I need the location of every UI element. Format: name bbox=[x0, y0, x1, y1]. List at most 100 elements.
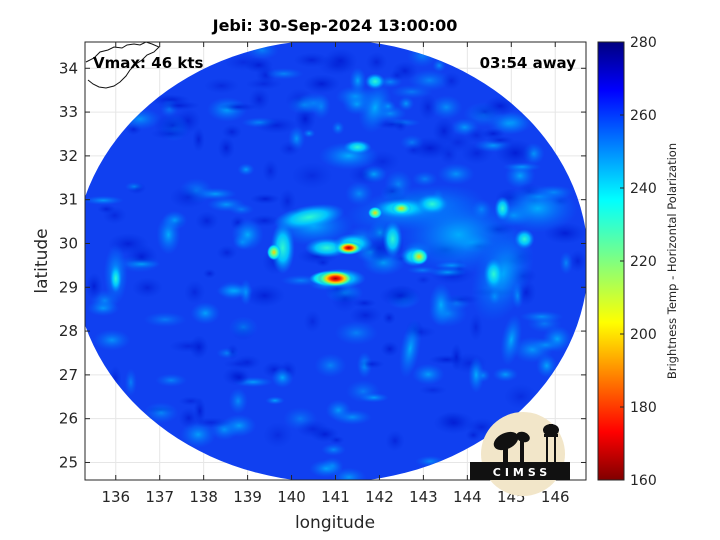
texture-blob bbox=[143, 311, 187, 328]
texture-blob bbox=[290, 162, 334, 190]
cloud-feature bbox=[368, 206, 383, 219]
texture-blob bbox=[157, 100, 201, 111]
chart-title: Jebi: 30-Sep-2024 13:00:00 bbox=[212, 16, 458, 35]
cloud-feature bbox=[231, 218, 264, 251]
texture-blob bbox=[349, 305, 382, 325]
cloud-feature bbox=[343, 140, 372, 155]
y-tick-label: 26 bbox=[59, 410, 78, 428]
colorbar-ticks: 160 180 200 220 240 260 280 bbox=[620, 35, 657, 489]
texture-blob bbox=[411, 171, 438, 187]
texture-blob bbox=[332, 409, 373, 425]
texture-blob bbox=[221, 414, 257, 438]
texture-blob bbox=[271, 367, 294, 389]
cloud-feature bbox=[500, 314, 523, 366]
texture-blob bbox=[183, 280, 206, 305]
texture-blob bbox=[265, 396, 285, 405]
texture-blob bbox=[398, 96, 415, 111]
texture-blob bbox=[365, 51, 388, 73]
texture-blob bbox=[450, 343, 463, 371]
y-tick-label: 30 bbox=[59, 234, 78, 252]
texture-blob bbox=[382, 311, 396, 325]
x-tick-label: 140 bbox=[277, 488, 306, 506]
texture-blob bbox=[389, 69, 405, 82]
y-tick-label: 29 bbox=[59, 278, 78, 296]
texture-blob bbox=[202, 268, 217, 279]
texture-blob bbox=[559, 251, 573, 275]
texture-blob bbox=[390, 84, 433, 99]
cloud-feature bbox=[468, 356, 485, 393]
cloud-feature bbox=[416, 194, 449, 215]
cloud-feature bbox=[483, 258, 504, 291]
texture-blob bbox=[302, 128, 316, 138]
texture-blob bbox=[237, 163, 255, 176]
cloud-feature bbox=[410, 248, 428, 265]
cloud-feature bbox=[358, 82, 392, 134]
y-tick-label: 27 bbox=[59, 366, 78, 384]
colorbar-tick-label: 200 bbox=[630, 327, 657, 343]
y-tick-label: 28 bbox=[59, 322, 78, 340]
texture-blob bbox=[228, 387, 248, 415]
cloud-feature bbox=[428, 282, 453, 327]
cimss-logo: CIMSS bbox=[470, 412, 570, 496]
y-tick-label: 31 bbox=[59, 191, 78, 209]
x-tick-label: 146 bbox=[541, 488, 570, 506]
texture-blob bbox=[124, 368, 137, 397]
colorbar-tick-label: 280 bbox=[630, 35, 657, 51]
texture-blob bbox=[223, 53, 264, 72]
texture-blob bbox=[245, 78, 283, 90]
cloud-feature bbox=[514, 229, 535, 250]
texture-blob bbox=[331, 467, 367, 480]
colorbar bbox=[597, 41, 625, 481]
texture-blob bbox=[218, 102, 258, 112]
y-axis-label: latitude bbox=[32, 228, 52, 293]
texture-blob bbox=[195, 211, 219, 231]
cloud-feature bbox=[382, 221, 403, 258]
texture-blob bbox=[287, 94, 322, 115]
texture-blob bbox=[411, 363, 445, 386]
texture-blob bbox=[293, 52, 330, 68]
y-tick-label: 34 bbox=[59, 59, 78, 77]
texture-blob bbox=[415, 274, 432, 285]
texture-blob bbox=[124, 182, 144, 192]
texture-blob bbox=[442, 132, 474, 153]
texture-blob bbox=[262, 421, 293, 449]
texture-blob bbox=[215, 283, 255, 298]
y-tick-label: 33 bbox=[59, 103, 78, 121]
texture-blob bbox=[536, 353, 558, 378]
x-tick-label: 136 bbox=[101, 488, 130, 506]
x-tick-labels: 136 137 138 139 140 141 142 143 144 145 146 bbox=[101, 488, 569, 506]
colorbar-tick-label: 160 bbox=[630, 473, 657, 489]
texture-blob bbox=[418, 93, 438, 121]
texture-blob bbox=[243, 283, 286, 308]
texture-blob bbox=[228, 316, 259, 339]
texture-blob bbox=[441, 71, 462, 90]
x-tick-label: 143 bbox=[409, 488, 438, 506]
texture-blob bbox=[264, 67, 304, 80]
cloud-feature bbox=[399, 319, 422, 379]
texture-blob bbox=[85, 195, 124, 205]
cloud-feature bbox=[497, 184, 578, 233]
texture-blob bbox=[278, 140, 301, 157]
cloud-feature bbox=[156, 214, 181, 255]
y-tick-labels: 25 26 27 28 29 30 31 32 33 34 bbox=[59, 59, 78, 471]
texture-blob bbox=[314, 353, 347, 378]
x-tick-label: 139 bbox=[233, 488, 262, 506]
texture-blob bbox=[131, 277, 163, 299]
texture-blob bbox=[203, 77, 240, 94]
colorbar-label: Brightness Temp - Horizontal Polarizatio… bbox=[665, 143, 679, 379]
cloud-feature bbox=[336, 241, 361, 254]
cloud-feature bbox=[391, 202, 412, 215]
colorbar-tick-label: 260 bbox=[630, 108, 657, 124]
cloud-feature bbox=[270, 221, 295, 274]
texture-blob bbox=[249, 193, 281, 205]
texture-blob bbox=[495, 139, 536, 167]
texture-blob bbox=[296, 420, 330, 439]
texture-blob bbox=[303, 74, 341, 94]
x-tick-label: 141 bbox=[321, 488, 350, 506]
logo-tower-icon bbox=[543, 424, 559, 463]
texture-blob bbox=[97, 204, 116, 214]
colorbar-tick-label: 180 bbox=[630, 400, 657, 416]
texture-blob bbox=[155, 373, 188, 387]
texture-blob bbox=[228, 203, 255, 216]
